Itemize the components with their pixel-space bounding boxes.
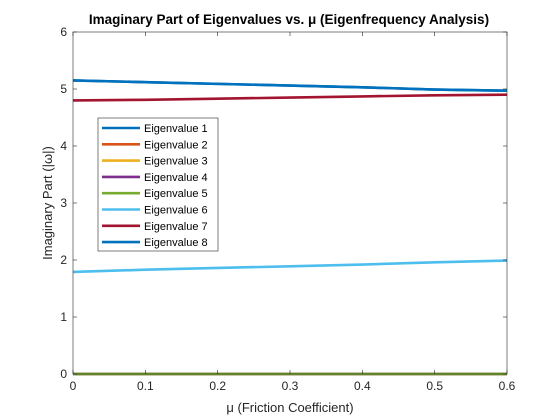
legend-label-eigenvalue-4: Eigenvalue 4 <box>144 172 208 184</box>
x-tick-label: 0.2 <box>209 379 226 393</box>
x-tick-label: 0.3 <box>282 379 299 393</box>
legend-box <box>97 117 219 252</box>
y-tick-label: 2 <box>60 253 67 267</box>
x-axis-label: μ (Friction Coefficient) <box>226 400 353 415</box>
chart-title: Imaginary Part of Eigenvalues vs. μ (Eig… <box>89 12 489 27</box>
x-tick-label: 0 <box>70 379 77 393</box>
y-tick-label: 5 <box>60 82 67 96</box>
y-tick-label: 3 <box>60 196 67 210</box>
y-tick-label: 0 <box>60 367 67 381</box>
x-tick-label: 0.1 <box>137 379 154 393</box>
x-tick-label: 0.4 <box>354 379 371 393</box>
y-tick-label: 6 <box>60 25 67 39</box>
legend: Eigenvalue 1 Eigenvalue 2 Eigenvalue 3 Eige… <box>97 117 219 252</box>
legend-label-eigenvalue-7: Eigenvalue 7 <box>144 221 208 233</box>
axes-layer: 0 0.1 0.2 0.3 0.4 0.5 0.6 0 1 2 3 4 5 6 <box>60 25 515 393</box>
legend-label-eigenvalue-5: Eigenvalue 5 <box>144 188 208 200</box>
series-line-eigenvalue-8 <box>72 79 508 93</box>
legend-label-eigenvalue-6: Eigenvalue 6 <box>144 205 208 217</box>
y-axis-label: Imaginary Part (|ω|) <box>40 146 55 260</box>
legend-label-eigenvalue-1: Eigenvalue 1 <box>144 123 208 135</box>
x-tick-label: 0.5 <box>426 379 443 393</box>
x-tick-label: 0.6 <box>499 379 516 393</box>
legend-label-eigenvalue-8: Eigenvalue 8 <box>144 237 208 249</box>
legend-label-eigenvalue-3: Eigenvalue 3 <box>144 156 208 168</box>
series-line-eigenvalue-7 <box>72 93 508 102</box>
legend-items: Eigenvalue 1 Eigenvalue 2 Eigenvalue 3 Eige… <box>102 123 208 249</box>
legend-label-eigenvalue-2: Eigenvalue 2 <box>144 139 208 151</box>
y-tick-label: 4 <box>60 139 67 153</box>
y-tick-label: 1 <box>60 310 67 324</box>
series-line-eigenvalue-6 <box>72 259 508 274</box>
